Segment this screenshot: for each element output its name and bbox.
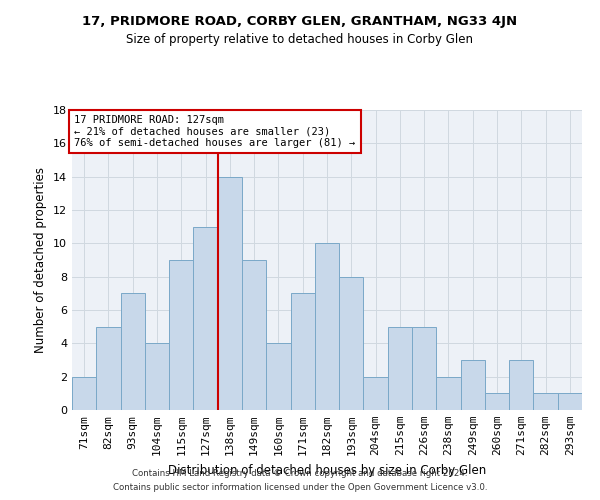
Bar	[388, 326, 412, 410]
Bar	[169, 260, 193, 410]
Bar	[509, 360, 533, 410]
Text: 17, PRIDMORE ROAD, CORBY GLEN, GRANTHAM, NG33 4JN: 17, PRIDMORE ROAD, CORBY GLEN, GRANTHAM,…	[82, 15, 518, 28]
Bar	[533, 394, 558, 410]
X-axis label: Distribution of detached houses by size in Corby Glen: Distribution of detached houses by size …	[168, 464, 486, 476]
Bar	[339, 276, 364, 410]
Bar	[412, 326, 436, 410]
Bar	[242, 260, 266, 410]
Bar	[364, 376, 388, 410]
Bar	[145, 344, 169, 410]
Bar	[96, 326, 121, 410]
Text: 17 PRIDMORE ROAD: 127sqm
← 21% of detached houses are smaller (23)
76% of semi-d: 17 PRIDMORE ROAD: 127sqm ← 21% of detach…	[74, 115, 356, 148]
Bar	[193, 226, 218, 410]
Bar	[266, 344, 290, 410]
Bar	[436, 376, 461, 410]
Bar	[290, 294, 315, 410]
Y-axis label: Number of detached properties: Number of detached properties	[34, 167, 47, 353]
Bar	[558, 394, 582, 410]
Bar	[461, 360, 485, 410]
Bar	[72, 376, 96, 410]
Bar	[315, 244, 339, 410]
Text: Contains public sector information licensed under the Open Government Licence v3: Contains public sector information licen…	[113, 484, 487, 492]
Bar	[218, 176, 242, 410]
Bar	[485, 394, 509, 410]
Bar	[121, 294, 145, 410]
Text: Size of property relative to detached houses in Corby Glen: Size of property relative to detached ho…	[127, 32, 473, 46]
Text: Contains HM Land Registry data © Crown copyright and database right 2024.: Contains HM Land Registry data © Crown c…	[132, 468, 468, 477]
